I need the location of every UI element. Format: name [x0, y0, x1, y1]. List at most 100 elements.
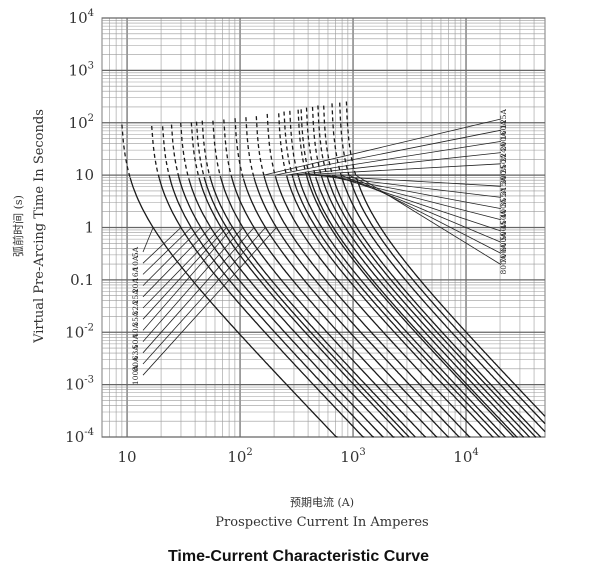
curve-5A	[129, 177, 338, 438]
curve-16A	[169, 178, 375, 438]
y-tick-label: 10-2	[65, 322, 94, 341]
curve-100A-dashed	[245, 117, 255, 178]
leader-125A	[263, 118, 502, 176]
rating-label-224A: 224A	[499, 142, 508, 162]
curve-300A	[306, 175, 515, 438]
figure-caption: Time-Current Characteristic Curve	[167, 548, 430, 565]
leader-63A	[142, 227, 255, 354]
rating-label-355A: 355A	[499, 187, 508, 207]
curve-700A-dashed	[339, 102, 350, 177]
curve-500A-dashed	[323, 105, 334, 178]
curve-400A	[320, 175, 531, 438]
y-tick-label: 102	[69, 113, 94, 132]
leader-32A	[142, 227, 222, 309]
curve-315A-dashed	[300, 109, 311, 176]
y-tick-label: 103	[69, 60, 94, 79]
leader-700A	[348, 174, 502, 254]
curve-250A	[298, 177, 506, 438]
x-tick-label: 103	[340, 447, 365, 466]
rating-label-80A: 80A	[131, 356, 140, 372]
rating-label-400A: 400A	[499, 198, 508, 218]
rating-label-250A: 250A	[499, 153, 508, 173]
curve-50A	[219, 177, 427, 438]
rating-label-500A: 500A	[499, 221, 508, 241]
x-tick-label: 104	[453, 447, 478, 466]
rating-label-32A: 32A	[131, 300, 140, 316]
y-axis-title: Virtual Pre-Arcing Time In Seconds	[32, 109, 47, 344]
leader-80A	[142, 227, 266, 365]
y-tick-label: 10-3	[65, 375, 94, 394]
curve-35A	[203, 178, 410, 438]
leader-10A	[142, 227, 182, 264]
leader-25A	[142, 227, 212, 298]
curve-63A-dashed	[223, 119, 232, 176]
y-tick-label: 1	[84, 219, 94, 237]
curve-200A-dashed	[278, 113, 288, 177]
curve-50A-dashed	[212, 120, 222, 178]
rating-label-800A: 800A	[499, 254, 508, 274]
leader-16A	[142, 227, 192, 275]
curve-315A	[308, 175, 518, 438]
curves	[121, 101, 546, 438]
curve-25A	[188, 179, 395, 438]
curve-10A	[158, 178, 365, 438]
label-leaders	[142, 118, 502, 376]
leader-20A	[142, 227, 202, 286]
rating-label-700A: 700A	[499, 243, 508, 263]
leader-400A	[321, 174, 502, 209]
rating-label-600A: 600A	[499, 232, 508, 252]
curve-200A	[286, 176, 494, 438]
curve-600A	[341, 177, 546, 433]
curve-600A-dashed	[331, 103, 343, 178]
grid	[101, 17, 546, 438]
leader-315A	[309, 174, 502, 187]
curve-40A-dashed	[201, 120, 211, 178]
leader-600A	[340, 174, 502, 243]
rating-label-160A: 160A	[499, 120, 508, 140]
curve-35A-dashed	[195, 121, 206, 179]
rating-label-5A: 5A	[131, 246, 140, 257]
y-axis-title-cn: 弧前时间 (s)	[11, 195, 25, 257]
x-axis-title-cn: 预期电流 (A)	[290, 495, 354, 509]
curve-32A	[198, 179, 405, 438]
curve-300A-dashed	[297, 109, 308, 177]
x-tick-label: 102	[227, 447, 252, 466]
curve-16A-dashed	[161, 126, 171, 179]
leader-40A	[142, 227, 233, 331]
y-tick-label: 0.1	[70, 271, 94, 289]
curve-700A	[348, 176, 546, 425]
curve-160A	[275, 177, 483, 438]
leader-800A	[355, 174, 502, 265]
curve-80A-dashed	[234, 118, 245, 179]
y-tick-label: 10	[75, 166, 94, 184]
rating-label-40A: 40A	[131, 322, 140, 338]
curve-224A-dashed	[283, 111, 294, 179]
curve-355A-dashed	[305, 107, 317, 178]
curve-800A	[355, 177, 546, 417]
curve-224A	[292, 178, 501, 438]
rating-label-300A: 300A	[499, 165, 508, 185]
rating-label-10A: 10A	[131, 255, 140, 271]
curve-63A	[230, 175, 438, 438]
rating-label-315A: 315A	[499, 176, 508, 196]
y-tick-label: 10-4	[65, 427, 94, 446]
curve-500A	[332, 177, 542, 438]
leader-160A	[275, 129, 502, 176]
curve-125A	[263, 175, 471, 438]
leader-250A	[298, 163, 502, 176]
leader-500A	[332, 174, 502, 232]
rating-label-20A: 20A	[131, 278, 140, 294]
curve-450A	[326, 177, 537, 438]
curve-10A-dashed	[151, 125, 160, 179]
y-tick-label: 104	[69, 8, 94, 27]
rating-label-35A: 35A	[131, 311, 140, 327]
curve-40A	[209, 177, 416, 438]
curve-20A-dashed	[170, 124, 180, 177]
rating-label-16A: 16A	[131, 266, 140, 282]
rating-label-100A: 100A	[131, 365, 140, 385]
rating-label-63A: 63A	[131, 345, 140, 361]
curve-250A-dashed	[289, 110, 300, 178]
